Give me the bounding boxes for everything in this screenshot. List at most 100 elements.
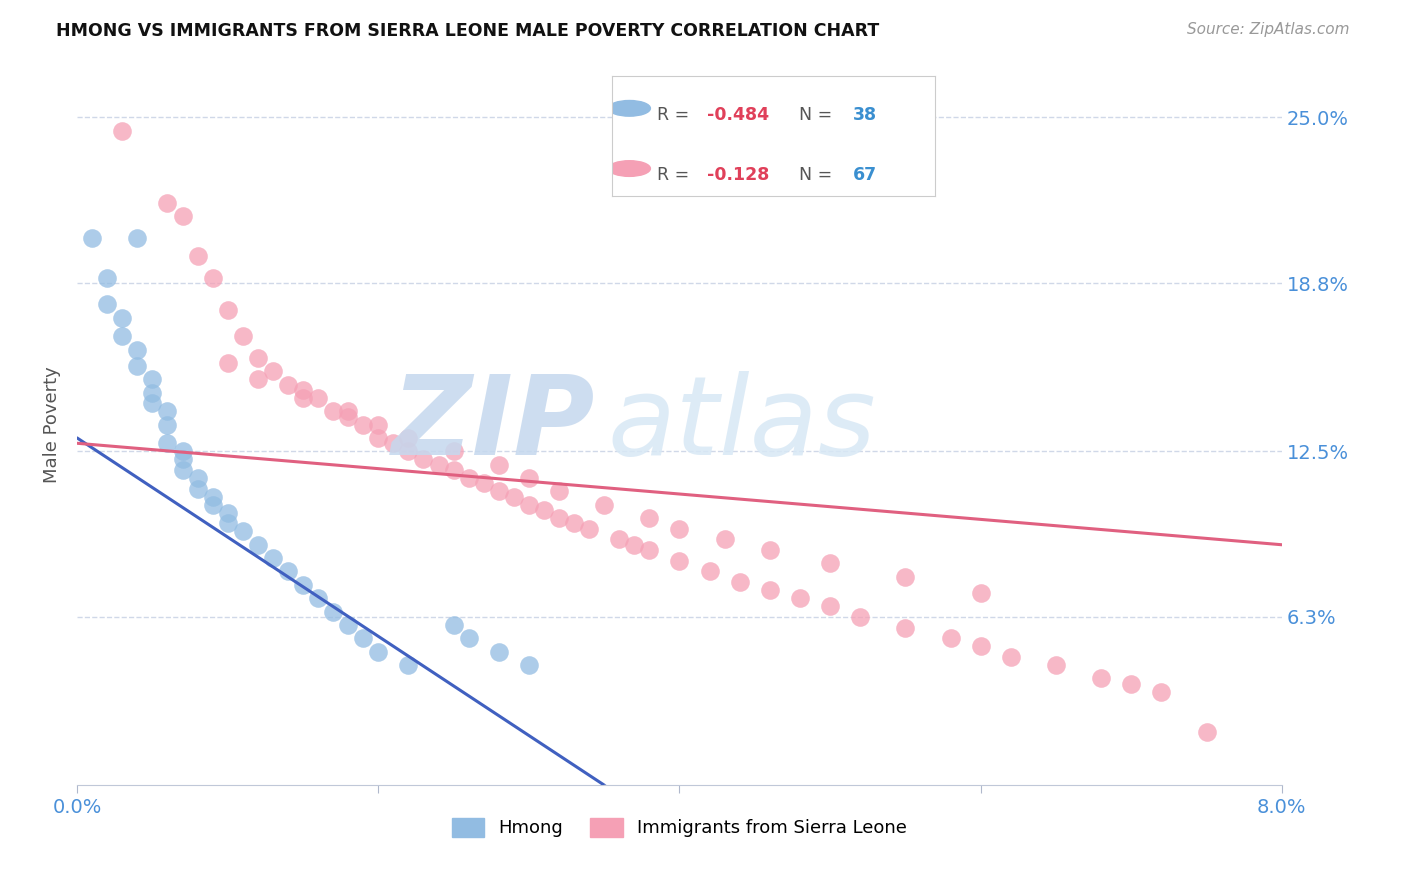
Circle shape [609,161,651,177]
Point [307,391,329,405]
Point [337,404,360,418]
Point [111,329,134,343]
Point [849,610,872,624]
Point [623,538,645,552]
Point [443,444,465,458]
Point [472,476,495,491]
Point [262,364,284,378]
Point [337,618,360,632]
Point [713,533,735,547]
Point [382,436,405,450]
Point [562,516,585,531]
Point [277,565,299,579]
Circle shape [609,101,651,116]
Point [969,639,991,653]
Text: R =: R = [657,106,695,124]
Point [668,554,690,568]
Point [201,498,224,512]
Point [201,270,224,285]
Text: atlas: atlas [607,371,876,478]
Point [728,575,751,590]
Point [156,417,179,432]
Point [141,396,163,410]
Point [246,538,269,552]
Point [127,230,149,244]
Point [141,372,163,386]
Point [232,329,254,343]
Point [172,444,194,458]
Point [322,605,344,619]
Point [352,417,374,432]
Point [291,578,314,592]
Point [1000,649,1022,664]
Point [396,657,419,672]
Text: HMONG VS IMMIGRANTS FROM SIERRA LEONE MALE POVERTY CORRELATION CHART: HMONG VS IMMIGRANTS FROM SIERRA LEONE MA… [56,22,880,40]
Point [548,511,571,525]
Point [217,516,239,531]
Point [96,270,118,285]
Point [517,657,540,672]
Point [578,522,600,536]
Point [127,343,149,357]
Text: R =: R = [657,166,695,185]
Point [638,543,661,558]
Text: N =: N = [799,166,838,185]
Point [127,359,149,373]
Text: Source: ZipAtlas.com: Source: ZipAtlas.com [1187,22,1350,37]
Point [593,498,616,512]
Point [111,310,134,325]
Y-axis label: Male Poverty: Male Poverty [44,367,60,483]
Point [969,586,991,600]
Point [548,484,571,499]
Point [322,404,344,418]
Point [337,409,360,424]
Point [607,533,630,547]
Point [352,631,374,645]
Point [668,522,690,536]
Text: 38: 38 [852,106,877,124]
Legend: Hmong, Immigrants from Sierra Leone: Hmong, Immigrants from Sierra Leone [444,811,914,845]
Point [488,644,510,658]
Point [638,511,661,525]
Point [96,297,118,311]
Point [111,124,134,138]
Point [172,209,194,223]
Point [277,377,299,392]
Point [246,351,269,365]
Point [1121,676,1143,690]
Point [894,621,917,635]
Point [396,444,419,458]
Point [939,631,962,645]
Point [156,404,179,418]
Text: -0.484: -0.484 [707,106,769,124]
Point [187,471,209,485]
Point [818,599,841,614]
Point [246,372,269,386]
Point [427,458,450,472]
Point [1090,671,1112,685]
Text: 67: 67 [852,166,877,185]
Point [502,490,524,504]
Text: -0.128: -0.128 [707,166,769,185]
Point [187,482,209,496]
Point [156,436,179,450]
Point [894,570,917,584]
Point [291,391,314,405]
Point [262,551,284,566]
Point [457,631,479,645]
Point [82,230,104,244]
Point [488,484,510,499]
Point [396,431,419,445]
Point [1150,684,1173,698]
Point [412,452,434,467]
Point [533,503,555,517]
Point [443,618,465,632]
Point [172,452,194,467]
Point [307,591,329,606]
Point [789,591,811,606]
Point [488,458,510,472]
Point [818,557,841,571]
Point [367,417,389,432]
Point [699,565,721,579]
Point [1045,657,1067,672]
